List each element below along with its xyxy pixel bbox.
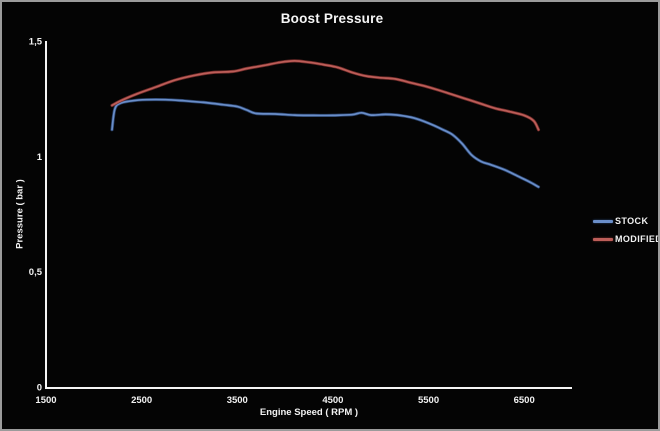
legend: STOCK MODIFIED — [593, 215, 660, 251]
stock-line-swatch-icon — [593, 219, 613, 223]
legend-label-stock: STOCK — [615, 216, 649, 226]
legend-item-stock: STOCK — [593, 215, 658, 227]
modified-line — [111, 60, 540, 131]
x-axis-title: Engine Speed ( RPM ) — [259, 407, 359, 418]
stock-line — [111, 98, 540, 188]
legend-item-modified: MODIFIED — [593, 233, 660, 245]
y-tick-label: 1,5 — [29, 37, 43, 48]
y-axis-title: Pressure ( bar ) — [14, 179, 26, 249]
x-tick-label: 2500 — [131, 395, 152, 406]
x-tick-label: 5500 — [418, 395, 439, 406]
y-tick-label: 0,5 — [29, 267, 43, 278]
modified-line-halo — [110, 59, 541, 132]
chart-title: Boost Pressure — [280, 11, 384, 26]
y-tick-label: 1 — [37, 152, 43, 163]
x-tick-label: 6500 — [514, 395, 535, 406]
modified-line-swatch-icon — [593, 237, 613, 241]
stock-line-halo — [110, 97, 541, 189]
y-tick-label: 0 — [37, 383, 42, 394]
x-tick-label: 3500 — [227, 395, 248, 406]
x-tick-label: 4500 — [322, 395, 343, 406]
legend-label-modified: MODIFIED — [615, 234, 660, 244]
x-tick-label: 1500 — [35, 395, 56, 406]
